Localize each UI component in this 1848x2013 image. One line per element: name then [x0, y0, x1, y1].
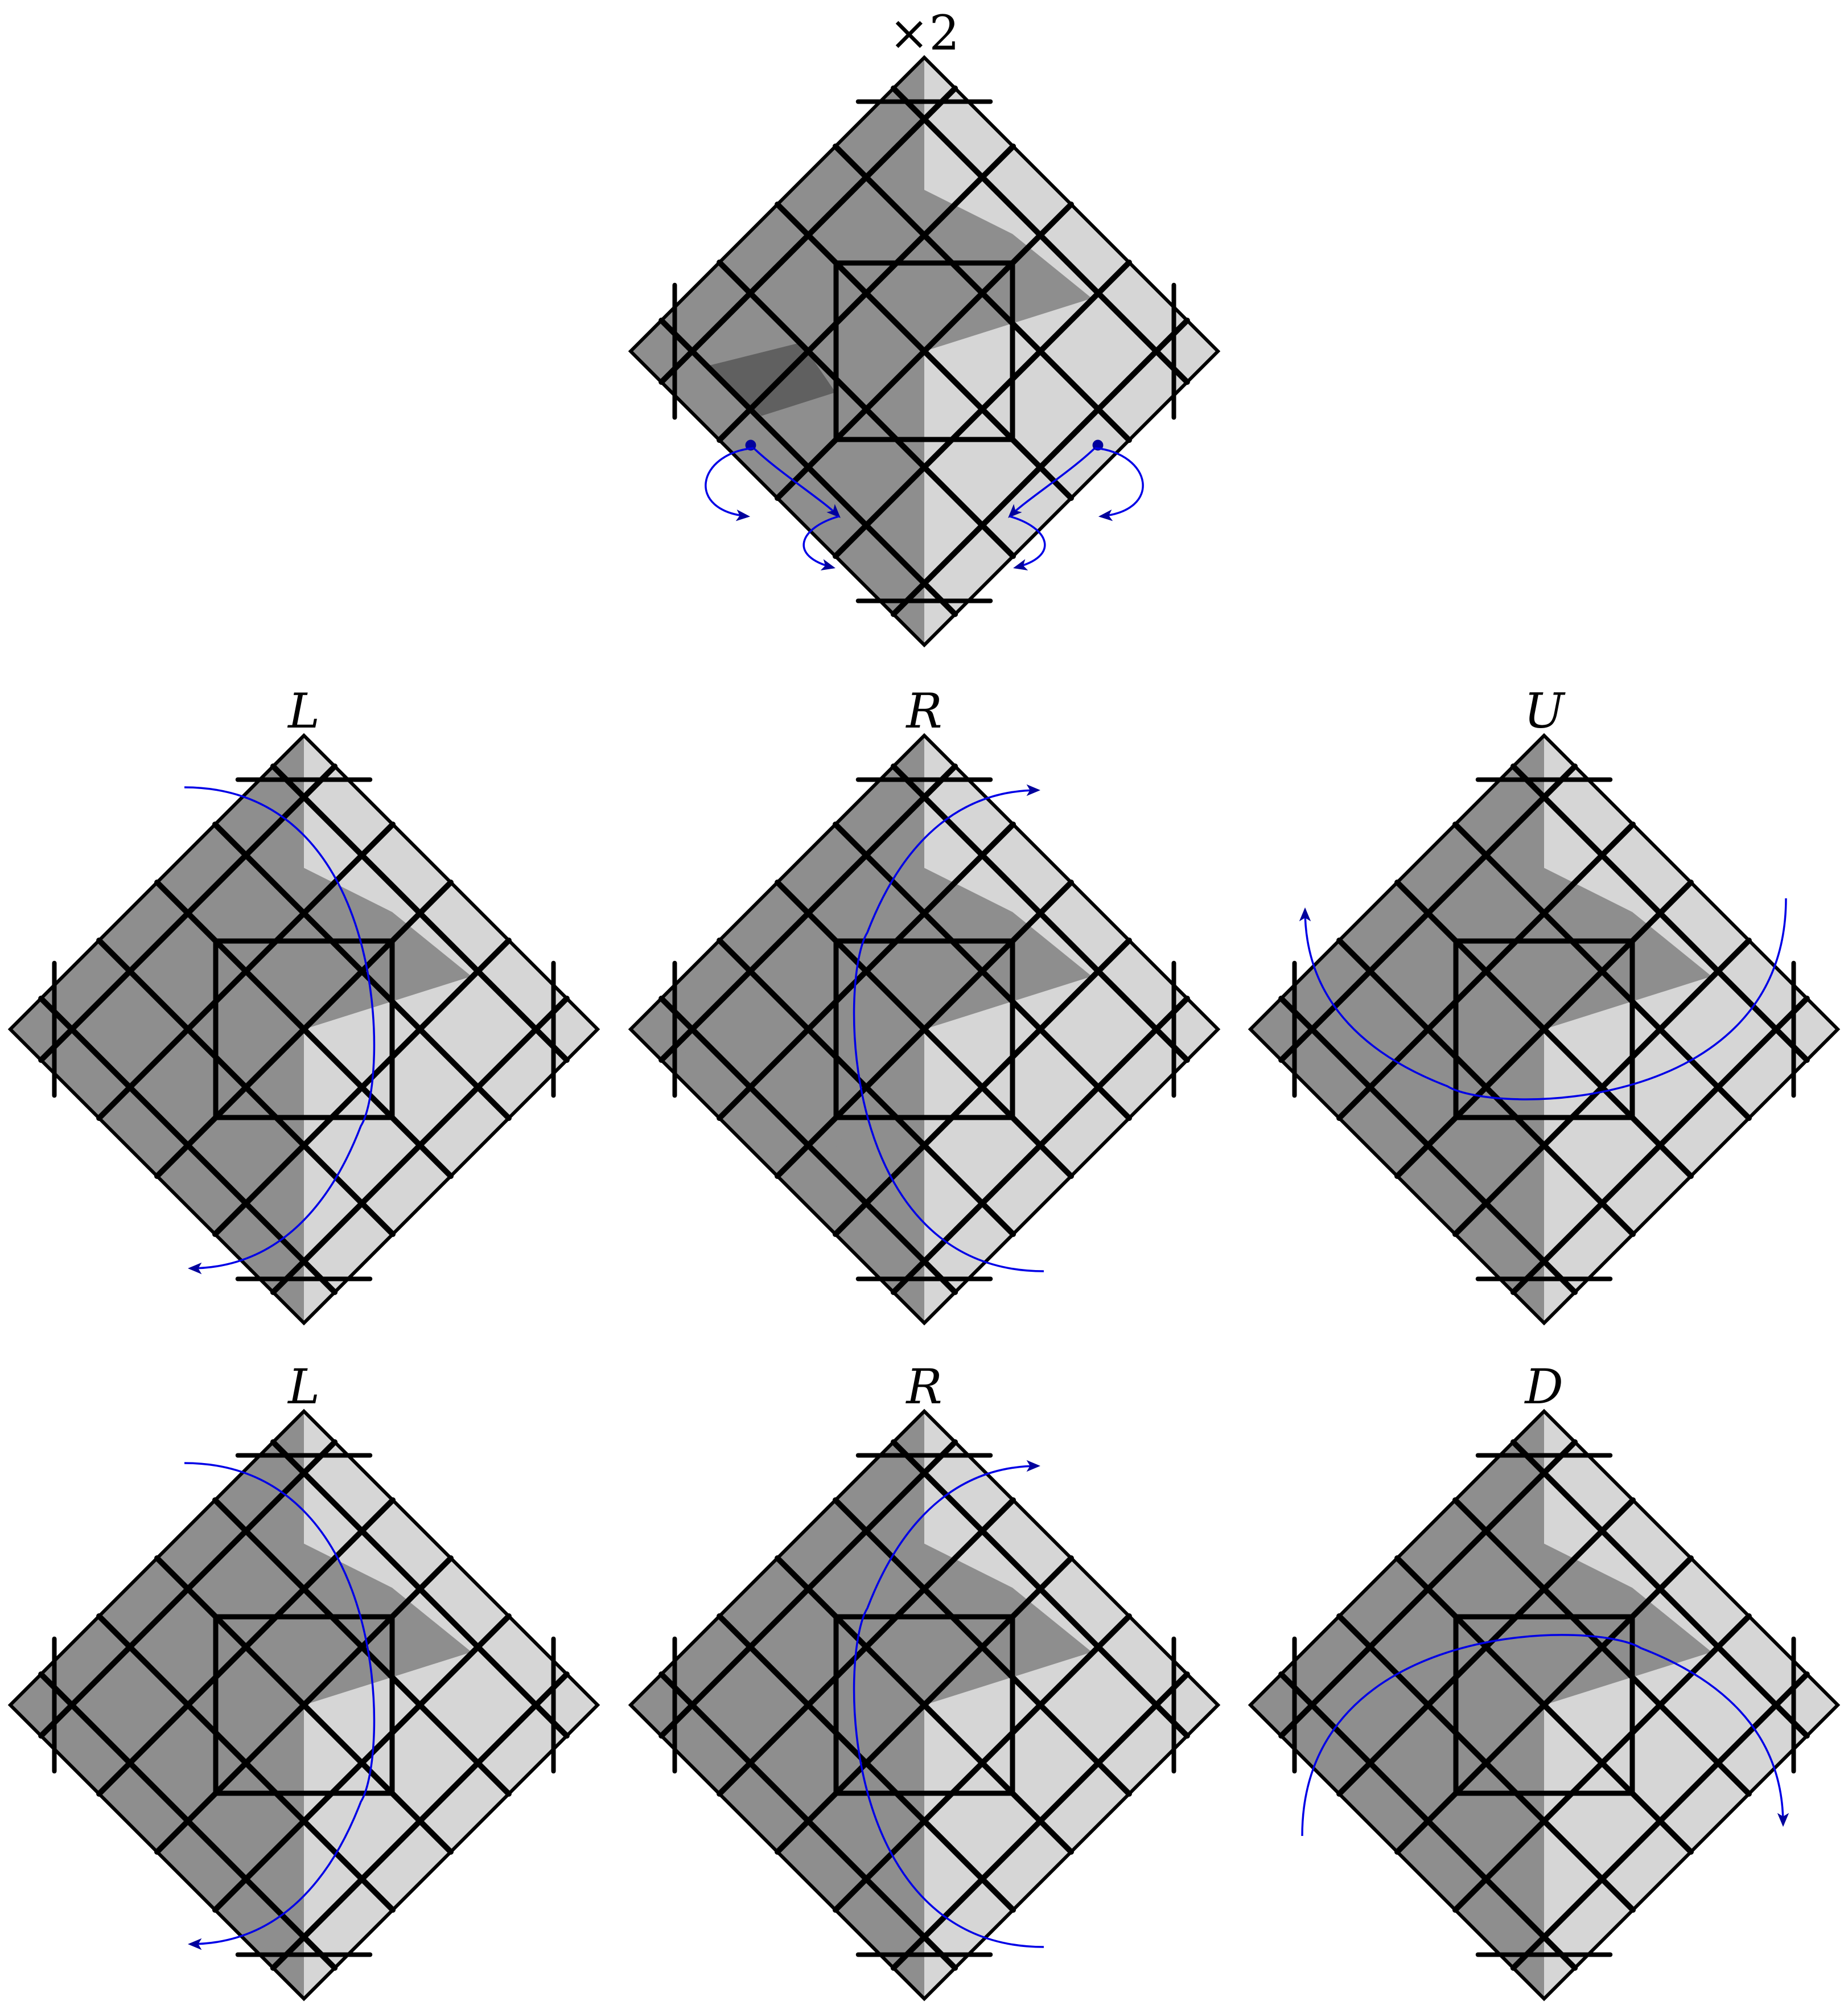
turn-arrow [853, 784, 1044, 1272]
panel-label: U [1524, 683, 1566, 739]
face-outline [628, 1408, 1221, 2002]
face-outline [628, 55, 1221, 648]
face-outline [1248, 733, 1841, 1326]
grid-line [212, 821, 512, 1121]
twist-arrow-path [745, 439, 841, 518]
grid-line [890, 1439, 1190, 1739]
grid-line [890, 763, 1190, 1063]
grid-line [1394, 880, 1694, 1179]
grid-line [890, 1671, 1190, 1971]
puzzle-face [628, 55, 1221, 648]
grid-line [1510, 1671, 1810, 1971]
grid-line [270, 1439, 570, 1739]
twist-arrow-path [1008, 439, 1104, 518]
grid-line [832, 821, 1132, 1121]
twist-arrow-path [1009, 515, 1046, 570]
turn-arrow [184, 1462, 376, 1950]
grid-line [1510, 995, 1810, 1295]
turn-arrow [853, 1460, 1044, 1948]
twist-arrow-path [705, 447, 754, 521]
turn-arrow [1299, 898, 1787, 1100]
grid-line [890, 995, 1190, 1295]
grid-line [212, 1613, 512, 1913]
grid-line [775, 1555, 1074, 1855]
face-dark-top [836, 1411, 1092, 1705]
face-outline [7, 733, 600, 1326]
grid-line [890, 85, 1190, 385]
grid-line [1394, 1555, 1694, 1855]
grid-line [1510, 1439, 1810, 1739]
panel-label: L [287, 1359, 320, 1415]
grid-line [1452, 937, 1752, 1237]
panel-label: ×2 [889, 5, 960, 61]
grid-line [154, 880, 454, 1179]
face-outline [7, 1408, 600, 2002]
grid-line [832, 1497, 1132, 1797]
grid-line [270, 1671, 570, 1971]
panel-d: D [1248, 1359, 1841, 2002]
puzzle-face [628, 733, 1221, 1326]
grid-line [212, 1497, 512, 1797]
twist-arrow-path [802, 515, 839, 570]
panel-l-1: L [7, 683, 600, 1326]
twist-arrow-path [1094, 447, 1144, 521]
grid-line [1452, 821, 1752, 1121]
turn-arrow-path [1299, 898, 1787, 1100]
panel-label: R [905, 683, 942, 739]
grid-line [1452, 1497, 1752, 1797]
puzzle-face [7, 733, 600, 1326]
grid-line [212, 937, 512, 1237]
face-dark-top [216, 1411, 472, 1705]
panel-label: D [1524, 1359, 1563, 1415]
grid-line [832, 1613, 1132, 1913]
turn-arrow [1301, 1634, 1789, 1837]
puzzle-face [1248, 733, 1841, 1326]
grid-line [832, 259, 1132, 559]
grid-line [270, 995, 570, 1295]
puzzle-face [628, 1408, 1221, 2002]
turn-arrow-path [853, 784, 1044, 1272]
panel-l-2: L [7, 1359, 600, 2002]
face-dark-top [836, 736, 1092, 1029]
turn-arrow-path [184, 1462, 376, 1950]
panel-twice: ×2 [628, 5, 1221, 648]
grid-line [832, 143, 1132, 443]
face-outline [1248, 1408, 1841, 2002]
grid-line [154, 1555, 454, 1855]
turn-arrow-path [184, 786, 376, 1275]
panel-label: R [905, 1359, 942, 1415]
face-dark-top [836, 57, 1092, 351]
panel-u: U [1248, 683, 1841, 1326]
face-dark-top [216, 736, 472, 1029]
face-dark-top [1456, 1411, 1712, 1705]
twist-arrows [705, 439, 1144, 570]
puzzle-face [7, 1408, 600, 2002]
face-outline [628, 733, 1221, 1326]
grid-line [775, 880, 1074, 1179]
grid-line [832, 937, 1132, 1237]
turn-arrow-path [853, 1460, 1044, 1948]
grid-line [1510, 763, 1810, 1063]
grid-line [1452, 1613, 1752, 1913]
grid-line [270, 763, 570, 1063]
puzzle-face [1248, 1408, 1841, 2002]
turn-arrow [184, 786, 376, 1275]
face-dark-top [1456, 736, 1712, 1029]
face-darker-cell [707, 342, 835, 416]
panel-r-2: R [628, 1359, 1221, 2002]
turn-arrow-path [1301, 1634, 1789, 1837]
panel-r-1: R [628, 683, 1221, 1326]
panel-label: L [287, 683, 320, 739]
